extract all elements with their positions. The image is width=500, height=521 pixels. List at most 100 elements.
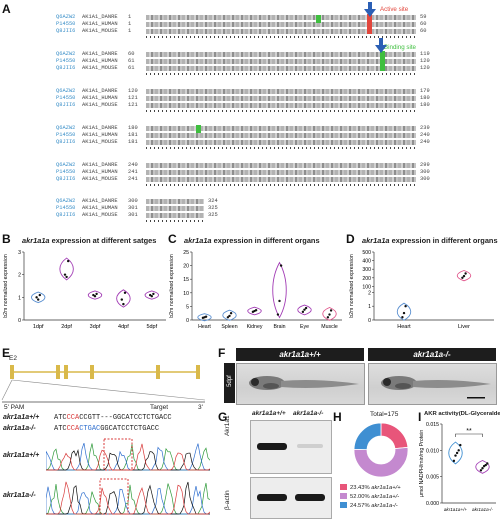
chart-c-title: akr1a1a expression in different organs — [184, 236, 320, 245]
data-point — [150, 295, 153, 298]
alignment-end: 324 — [208, 198, 218, 204]
end-label: 3' — [198, 404, 203, 411]
data-point — [328, 313, 331, 316]
y-tick-label: 0 — [368, 318, 371, 324]
alignment-start: 120 — [128, 88, 138, 94]
data-point — [326, 316, 330, 319]
chart-d-title: akr1a1a expression in different organs — [362, 236, 498, 245]
alignment-start: 300 — [128, 198, 138, 204]
alignment-start: 60 — [128, 51, 135, 57]
active-site-arrow-icon — [364, 2, 376, 17]
alignment-id: P14550 — [56, 169, 76, 175]
violin-shape — [116, 289, 131, 308]
alignment-name: AK1A1_MOUSE — [82, 139, 118, 145]
western-ko-label: akr1a1a-/- — [293, 410, 324, 417]
y-tick-label: 0 — [186, 318, 189, 324]
x-tick-label: Brain — [273, 324, 285, 330]
alignment-id: Q8JII6 — [56, 65, 76, 71]
x-tick-label: akr1a1a+/+ — [444, 507, 468, 512]
x-tick-label: Muscle — [321, 324, 338, 330]
ko-sequence: ATCCCACTGACGGCATCCTCTGACC — [54, 425, 160, 433]
alignment-id: P14550 — [56, 95, 76, 101]
legend-item: 52.00% akr1a1a+/- — [340, 493, 401, 502]
x-tick-label: 1dpf — [33, 324, 44, 330]
violin-shape — [448, 441, 463, 465]
data-point — [484, 463, 487, 467]
alignment-name: AK1A1_MOUSE — [82, 65, 118, 71]
significance-bracket — [455, 433, 483, 437]
alignment-start: 240 — [128, 162, 138, 168]
ko-chromatogram-label: akr1a1a-/- — [3, 492, 36, 499]
data-point — [486, 462, 489, 465]
data-point — [152, 292, 155, 296]
binding-site-highlight — [316, 15, 321, 23]
alignment-consensus — [146, 110, 416, 112]
alignment-end: 325 — [208, 205, 218, 211]
alignment-name: AK1A1_MOUSE — [82, 212, 118, 218]
data-point — [462, 274, 466, 278]
data-point — [35, 296, 38, 299]
alignment-name: AK1A1_HUMAN — [82, 132, 118, 138]
legend-label: akr1a1a+/- — [371, 494, 400, 500]
stage-label — [224, 363, 235, 403]
y-tick-label: 100 — [362, 284, 371, 290]
alignment-start: 181 — [128, 132, 138, 138]
alignment-sequence-row — [146, 15, 416, 20]
alignment-start: 181 — [128, 139, 138, 145]
alignment-end: 180 — [420, 102, 430, 108]
alignment-id: Q8JII6 — [56, 212, 76, 218]
binding-site-label: Binding site — [384, 44, 416, 51]
alignment-id: Q6AZW2 — [56, 198, 76, 204]
donut-slice — [353, 446, 409, 478]
x-tick-label: Heart — [198, 324, 211, 330]
data-point — [479, 469, 483, 472]
data-point — [228, 314, 231, 318]
panel-label-a: A — [2, 2, 11, 16]
western-blot-top — [250, 420, 332, 474]
y-axis-label: b2m normalized expression — [349, 254, 355, 318]
wt-sequence: ATCCCACCGTT---GGCATCCTCTGACC — [54, 414, 172, 422]
alignment-end: 180 — [420, 95, 430, 101]
y-tick-label: 0.000 — [426, 501, 439, 507]
alignment-name: AK1A1_HUMAN — [82, 21, 118, 27]
alignment-end: 179 — [420, 88, 430, 94]
data-point — [120, 298, 124, 301]
data-point — [37, 298, 40, 301]
data-point — [455, 451, 459, 455]
violin-shape — [31, 291, 46, 304]
binding-site-highlight — [380, 51, 385, 71]
alignment-start: 1 — [128, 21, 132, 27]
alignment-consensus — [146, 184, 416, 186]
x-tick-label: 4dpf — [118, 324, 129, 330]
violin-shape — [247, 306, 262, 316]
y-tick-label: 1 — [368, 304, 371, 310]
data-point — [226, 316, 230, 319]
alignment-sequence-row — [146, 206, 204, 211]
alignment-sequence-row — [146, 89, 416, 94]
alignment-end: 120 — [420, 65, 430, 71]
western-blot-bottom — [250, 477, 332, 519]
alignment-start: 180 — [128, 125, 138, 131]
legend-label: akr1a1a-/- — [371, 503, 398, 509]
legend-swatch — [340, 493, 347, 500]
data-point — [276, 313, 280, 316]
alignment-name: AK1A1_DANRE — [82, 14, 118, 20]
x-tick-label: 3dpf — [90, 324, 101, 330]
y-tick-label: 10 — [183, 291, 189, 297]
data-point — [67, 259, 70, 263]
legend-percent: 24.57% — [350, 503, 372, 509]
x-tick-label: Kidney — [247, 324, 263, 330]
y-tick-label: 5 — [186, 304, 189, 310]
mutation-box — [103, 438, 133, 471]
alignment-consensus — [146, 73, 416, 75]
data-point — [459, 443, 462, 447]
alignment-sequence-row — [146, 126, 416, 131]
alignment-sequence-row — [146, 29, 416, 34]
legend-percent: 52.00% — [350, 494, 372, 500]
alignment-start: 241 — [128, 169, 138, 175]
alignment-end: 300 — [420, 176, 430, 182]
alignment-end: 300 — [420, 169, 430, 175]
y-axis-label: b2m normalized expression — [169, 254, 175, 318]
alignment-name: AK1A1_HUMAN — [82, 205, 118, 211]
alignment-start: 61 — [128, 65, 135, 71]
